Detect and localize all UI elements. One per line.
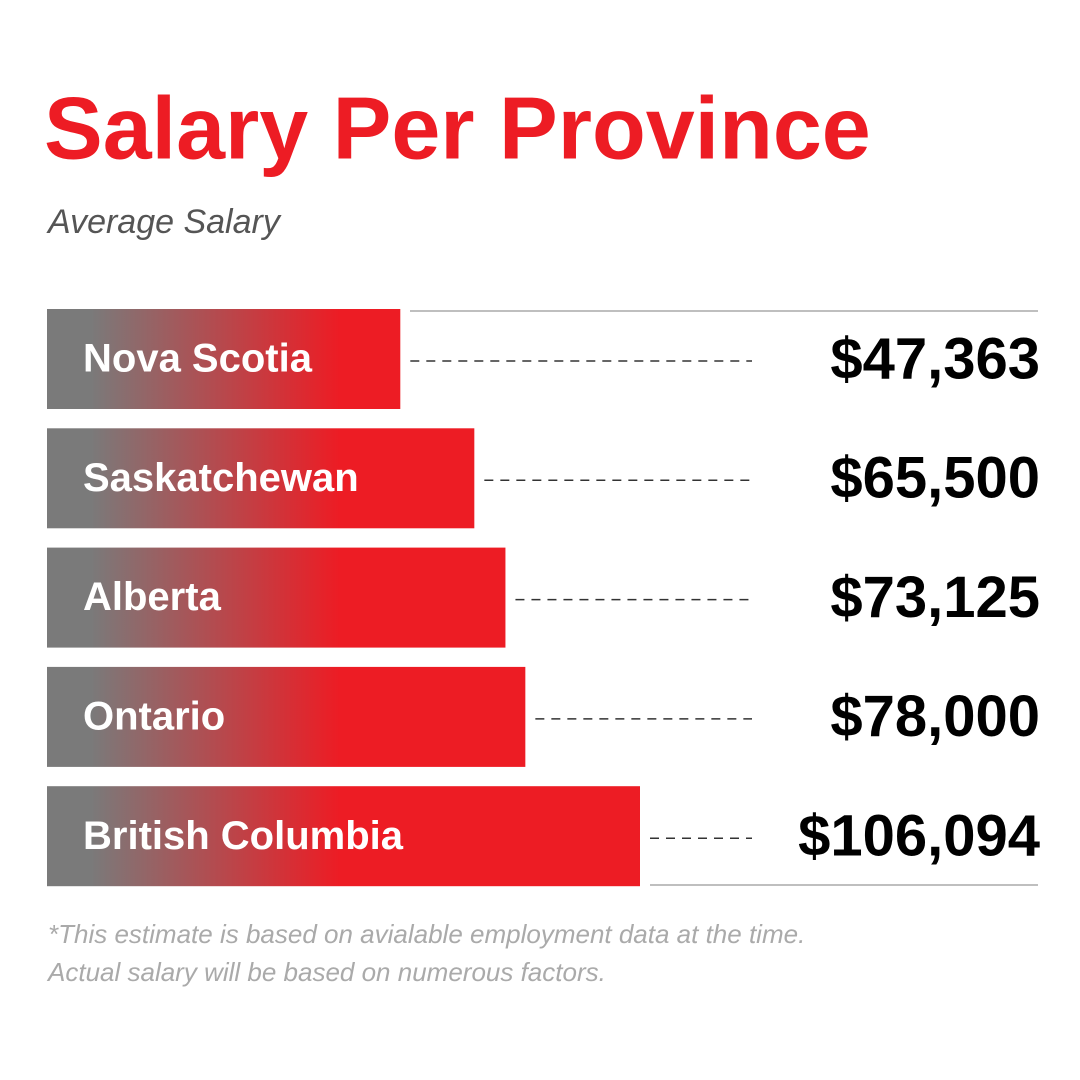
footnote: *This estimate is based on avialable emp…	[48, 919, 805, 949]
value-label: $106,094	[798, 804, 1040, 869]
category-label: Nova Scotia	[83, 337, 313, 381]
category-label: Ontario	[83, 694, 225, 738]
bar	[47, 547, 506, 648]
bar	[47, 786, 640, 887]
value-label: $78,000	[830, 684, 1040, 749]
category-label: Saskatchewan	[83, 456, 359, 500]
value-label: $73,125	[830, 565, 1040, 630]
bar	[47, 309, 401, 409]
chart-title: Salary Per Province	[44, 78, 871, 177]
bar	[47, 428, 475, 529]
bar	[47, 666, 526, 767]
category-label: British Columbia	[83, 814, 404, 858]
chart-subtitle: Average Salary	[46, 203, 282, 241]
value-label: $65,500	[830, 446, 1040, 511]
category-label: Alberta	[83, 575, 222, 619]
value-label: $47,363	[830, 326, 1040, 391]
footnote: Actual salary will be based on numerous …	[46, 957, 606, 987]
